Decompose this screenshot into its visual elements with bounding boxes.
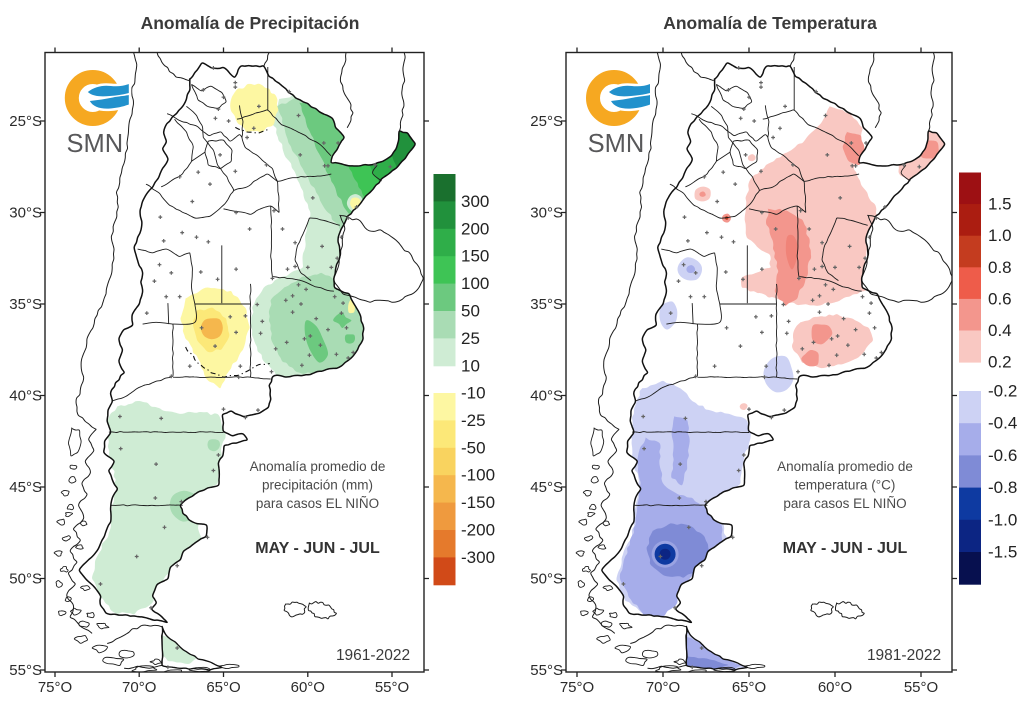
svg-text:40°S: 40°S (530, 388, 563, 405)
svg-text:70°O: 70°O (646, 679, 680, 696)
svg-text:25°S: 25°S (530, 113, 563, 130)
svg-text:45°S: 45°S (9, 479, 42, 496)
svg-text:MAY - JUN - JUL: MAY - JUN - JUL (783, 540, 908, 557)
svg-text:-0.8: -0.8 (988, 478, 1017, 497)
svg-text:35°S: 35°S (530, 296, 563, 313)
svg-text:45°S: 45°S (530, 479, 563, 496)
svg-text:60°O: 60°O (818, 679, 852, 696)
svg-text:MAY - JUN - JUL: MAY - JUN - JUL (255, 540, 380, 557)
svg-text:Anomalía de Temperatura: Anomalía de Temperatura (663, 13, 877, 33)
svg-text:25°S: 25°S (9, 113, 42, 130)
svg-text:-0.2: -0.2 (988, 382, 1017, 401)
svg-text:1981-2022: 1981-2022 (867, 647, 941, 664)
svg-text:200: 200 (461, 219, 489, 238)
svg-text:30°S: 30°S (9, 205, 42, 222)
svg-text:-150: -150 (461, 493, 495, 512)
svg-text:50°S: 50°S (530, 571, 563, 588)
svg-text:75°O: 75°O (560, 679, 594, 696)
svg-text:50: 50 (461, 302, 480, 321)
svg-text:70°O: 70°O (122, 679, 156, 696)
svg-text:-0.4: -0.4 (988, 414, 1017, 433)
svg-text:55°O: 55°O (904, 679, 938, 696)
svg-text:temperatura (°C): temperatura (°C) (795, 478, 896, 493)
svg-text:1961-2022: 1961-2022 (336, 647, 410, 664)
svg-text:-1.5: -1.5 (988, 543, 1017, 562)
svg-text:0.6: 0.6 (988, 289, 1012, 308)
svg-text:55°O: 55°O (375, 679, 409, 696)
svg-text:Anomalía de Precipitación: Anomalía de Precipitación (141, 13, 360, 33)
svg-text:-50: -50 (461, 438, 486, 457)
svg-text:55°S: 55°S (530, 662, 563, 679)
svg-text:100: 100 (461, 274, 489, 293)
svg-text:para casos EL NIÑO: para casos EL NIÑO (783, 496, 906, 511)
svg-text:SMN: SMN (66, 130, 123, 158)
svg-text:40°S: 40°S (9, 388, 42, 405)
svg-text:para casos EL NIÑO: para casos EL NIÑO (256, 496, 379, 511)
svg-text:-100: -100 (461, 466, 495, 485)
svg-text:35°S: 35°S (9, 296, 42, 313)
svg-text:1.5: 1.5 (988, 195, 1012, 214)
svg-text:0.8: 0.8 (988, 258, 1012, 277)
svg-text:-25: -25 (461, 411, 486, 430)
svg-text:Anomalía promedio de: Anomalía promedio de (777, 459, 913, 474)
svg-text:Anomalía promedio de: Anomalía promedio de (250, 459, 386, 474)
svg-text:SMN: SMN (588, 130, 645, 158)
svg-text:-1.0: -1.0 (988, 510, 1017, 529)
svg-text:65°O: 65°O (206, 679, 240, 696)
svg-text:-300: -300 (461, 548, 495, 567)
svg-text:0.4: 0.4 (988, 321, 1012, 340)
svg-text:75°O: 75°O (38, 679, 72, 696)
svg-text:10: 10 (461, 356, 480, 375)
svg-text:150: 150 (461, 247, 489, 266)
svg-text:60°O: 60°O (291, 679, 325, 696)
svg-text:55°S: 55°S (9, 662, 42, 679)
svg-text:300: 300 (461, 192, 489, 211)
svg-text:-10: -10 (461, 384, 486, 403)
svg-text:1.0: 1.0 (988, 226, 1012, 245)
svg-text:30°S: 30°S (530, 205, 563, 222)
svg-text:25: 25 (461, 329, 480, 348)
svg-text:65°O: 65°O (732, 679, 766, 696)
svg-text:50°S: 50°S (9, 571, 42, 588)
svg-text:-200: -200 (461, 521, 495, 540)
svg-text:0.2: 0.2 (988, 353, 1012, 372)
svg-text:precipitación (mm): precipitación (mm) (262, 478, 373, 493)
svg-text:-0.6: -0.6 (988, 446, 1017, 465)
